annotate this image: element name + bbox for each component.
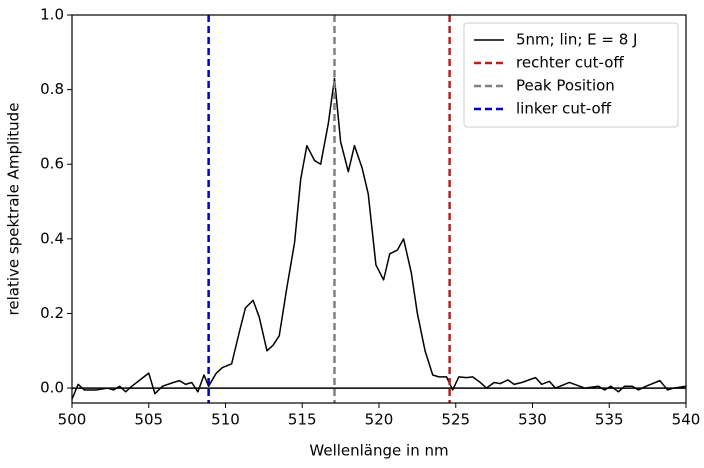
plot-frame [71,14,687,404]
y-tick-label: 0.0 [40,379,64,397]
legend-label: Peak Position [516,77,615,95]
legend-label: linker cut-off [516,100,612,118]
data-line [71,77,687,400]
x-tick-label: 515 [288,411,317,429]
x-tick-label: 535 [595,411,624,429]
x-tick-label: 505 [134,411,163,429]
x-tick-label: 540 [672,411,701,429]
y-tick-label: 0.2 [40,304,64,322]
y-tick-label: 0.6 [40,155,64,173]
x-tick-label: 500 [58,411,87,429]
legend-label: rechter cut-off [516,54,624,72]
x-tick-label: 530 [518,411,547,429]
x-axis-label: Wellenlänge in nm [309,442,448,460]
legend-box [463,22,679,128]
y-axis-label: relative spektrale Amplitude [5,103,23,316]
x-tick-label: 510 [211,411,240,429]
y-tick-label: 1.0 [40,6,64,24]
x-tick-label: 525 [441,411,470,429]
y-tick-label: 0.8 [40,80,64,98]
y-tick-label: 0.4 [40,229,64,247]
legend-label: 5nm; lin; E = 8 J [516,31,637,49]
x-tick-label: 520 [365,411,394,429]
